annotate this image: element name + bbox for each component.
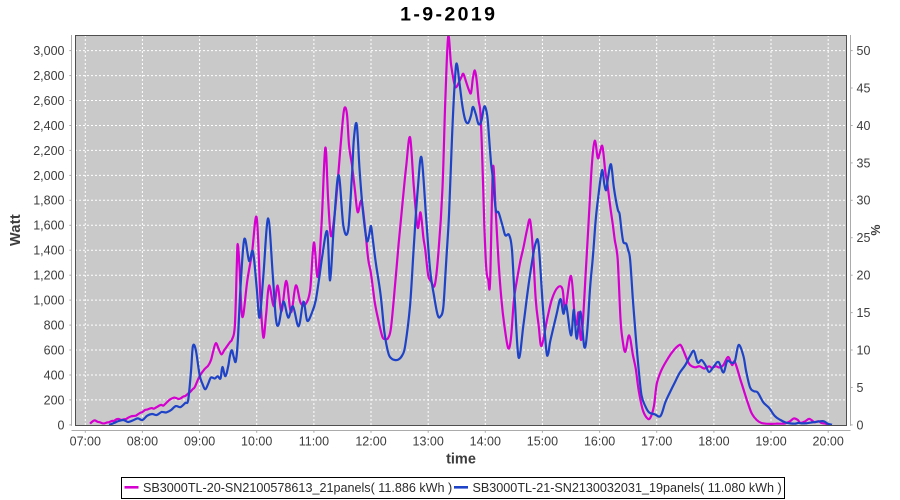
svg-text:30: 30	[857, 194, 871, 208]
svg-text:1,400: 1,400	[33, 244, 64, 258]
svg-text:2,000: 2,000	[33, 169, 64, 183]
svg-text:SB3000TL-21-SN2130032031_19pan: SB3000TL-21-SN2130032031_19panels( 11.08…	[473, 481, 782, 495]
svg-text:600: 600	[44, 343, 65, 357]
svg-text:2,200: 2,200	[33, 144, 64, 158]
svg-text:35: 35	[857, 156, 871, 170]
svg-text:time: time	[446, 452, 476, 468]
svg-text:09:00: 09:00	[184, 434, 215, 448]
svg-text:25: 25	[857, 231, 871, 245]
svg-text:1,800: 1,800	[33, 194, 64, 208]
svg-text:08:00: 08:00	[127, 434, 158, 448]
svg-text:SB3000TL-20-SN2100578613_21pan: SB3000TL-20-SN2100578613_21panels( 11.88…	[143, 481, 452, 495]
svg-text:1-9-2019: 1-9-2019	[400, 4, 497, 26]
svg-text:5: 5	[857, 381, 864, 395]
svg-text:10:00: 10:00	[241, 434, 272, 448]
svg-text:17:00: 17:00	[641, 434, 672, 448]
svg-text:1,000: 1,000	[33, 294, 64, 308]
svg-text:2,800: 2,800	[33, 69, 64, 83]
svg-text:2,400: 2,400	[33, 119, 64, 133]
svg-text:20: 20	[857, 269, 871, 283]
svg-text:11:00: 11:00	[299, 434, 329, 448]
svg-text:40: 40	[857, 119, 871, 133]
svg-text:45: 45	[857, 81, 871, 95]
svg-text:1,600: 1,600	[33, 219, 64, 233]
svg-text:800: 800	[44, 319, 65, 333]
svg-text:20:00: 20:00	[813, 434, 844, 448]
svg-text:%: %	[869, 224, 883, 235]
svg-text:2,600: 2,600	[33, 94, 64, 108]
svg-text:14:00: 14:00	[470, 434, 501, 448]
svg-text:Watt: Watt	[8, 214, 24, 246]
svg-text:50: 50	[857, 44, 871, 58]
svg-text:0: 0	[857, 418, 864, 432]
svg-text:3,000: 3,000	[33, 44, 64, 58]
svg-text:10: 10	[857, 343, 871, 357]
svg-text:1,200: 1,200	[33, 269, 64, 283]
svg-text:13:00: 13:00	[413, 434, 444, 448]
svg-text:200: 200	[44, 393, 65, 407]
svg-text:18:00: 18:00	[698, 434, 729, 448]
svg-text:400: 400	[44, 368, 65, 382]
svg-text:19:00: 19:00	[755, 434, 786, 448]
svg-text:12:00: 12:00	[355, 434, 386, 448]
svg-text:15: 15	[857, 306, 871, 320]
svg-text:07:00: 07:00	[70, 434, 101, 448]
svg-text:0: 0	[58, 418, 65, 432]
svg-text:16:00: 16:00	[584, 434, 615, 448]
svg-text:15:00: 15:00	[527, 434, 558, 448]
